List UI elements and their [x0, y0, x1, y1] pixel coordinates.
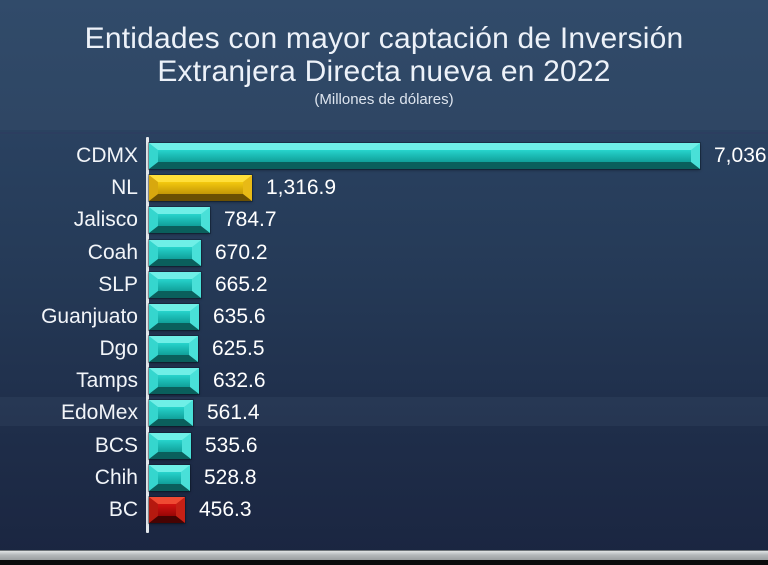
chart-row: Chih 528.8: [0, 465, 768, 491]
category-label-bc: BC: [108, 498, 138, 521]
chart-subtitle: (Millones de dólares): [314, 91, 454, 108]
category-label-coah: Coah: [87, 241, 138, 264]
bar-chih: [149, 465, 190, 491]
bar-dgo: [149, 336, 198, 362]
value-label-cdmx: 7,036: [714, 144, 767, 167]
value-label-edomex: 561.4: [207, 401, 260, 424]
category-label-dgo: Dgo: [99, 337, 138, 360]
chart-title-block: Entidades con mayor captación de Inversi…: [0, 22, 768, 109]
chart-row: NL 1,316.9: [0, 175, 768, 201]
chart-row: CDMX 7,036: [0, 143, 768, 169]
value-label-chih: 528.8: [204, 466, 257, 489]
bar-bcs: [149, 433, 191, 459]
bar-cdmx: [149, 143, 700, 169]
value-label-dgo: 625.5: [212, 337, 265, 360]
category-label-cdmx: CDMX: [76, 144, 138, 167]
value-label-nl: 1,316.9: [266, 176, 337, 199]
category-label-slp: SLP: [98, 273, 138, 296]
category-label-jalisco: Jalisco: [73, 208, 138, 231]
bar-jalisco: [149, 207, 210, 233]
bar-edomex: [149, 400, 193, 426]
chart-row: BC 456.3: [0, 497, 768, 523]
bar-guanjuato: [149, 304, 199, 330]
bar-coah: [149, 240, 201, 266]
category-label-nl: NL: [111, 176, 138, 199]
value-label-guanjuato: 635.6: [213, 305, 266, 328]
bar-bc: [149, 497, 185, 523]
value-label-slp: 665.2: [215, 273, 268, 296]
chart-row: EdoMex 561.4: [0, 400, 768, 426]
chart-row: Guanjuato 635.6: [0, 304, 768, 330]
window-bottom-edge: [0, 560, 768, 565]
category-label-chih: Chih: [94, 466, 138, 489]
bar-tamps: [149, 368, 199, 394]
category-label-edomex: EdoMex: [60, 401, 138, 424]
chart-row: Jalisco 784.7: [0, 207, 768, 233]
value-label-tamps: 632.6: [213, 369, 266, 392]
chart-row: BCS 535.6: [0, 433, 768, 459]
category-label-bcs: BCS: [94, 434, 138, 457]
category-label-guanjuato: Guanjuato: [41, 305, 138, 328]
chart-title-line-1: Entidades con mayor captación de Inversi…: [84, 22, 684, 55]
value-label-bc: 456.3: [199, 498, 252, 521]
value-label-jalisco: 784.7: [224, 208, 277, 231]
chart-row: Dgo 625.5: [0, 336, 768, 362]
value-label-bcs: 535.6: [205, 434, 258, 457]
bar-slp: [149, 272, 201, 298]
chart-title-line-2: Extranjera Directa nueva en 2022: [157, 55, 611, 88]
bar-nl: [149, 175, 252, 201]
chart-row: SLP 665.2: [0, 272, 768, 298]
window-bottom-strip: [0, 550, 768, 560]
chart-row: Coah 670.2: [0, 240, 768, 266]
chart-row: Tamps 632.6: [0, 368, 768, 394]
value-label-coah: 670.2: [215, 241, 268, 264]
y-axis-line: [146, 137, 149, 533]
category-label-tamps: Tamps: [76, 369, 138, 392]
